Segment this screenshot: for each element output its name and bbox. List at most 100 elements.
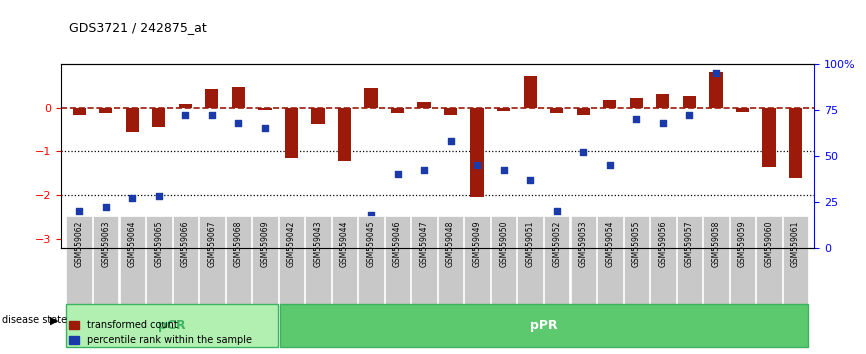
FancyBboxPatch shape [146, 216, 171, 304]
Text: GSM559065: GSM559065 [154, 220, 164, 267]
Text: GSM559042: GSM559042 [287, 220, 296, 267]
Bar [365, 88, 378, 108]
FancyBboxPatch shape [332, 216, 357, 304]
Text: GSM559050: GSM559050 [499, 220, 508, 267]
Bar [126, 108, 139, 132]
Text: GSM559066: GSM559066 [181, 220, 190, 267]
FancyBboxPatch shape [624, 216, 649, 304]
Text: ▶: ▶ [50, 315, 59, 325]
Bar [258, 108, 272, 110]
Point [152, 193, 165, 199]
FancyBboxPatch shape [518, 216, 543, 304]
Bar [205, 89, 218, 108]
Bar [577, 108, 590, 115]
FancyBboxPatch shape [703, 216, 728, 304]
Bar [497, 108, 510, 111]
FancyBboxPatch shape [571, 216, 596, 304]
Point [603, 162, 617, 168]
Bar [630, 98, 643, 108]
Point [682, 113, 696, 118]
Text: GSM559069: GSM559069 [261, 220, 269, 267]
Text: pPR: pPR [530, 319, 557, 332]
FancyBboxPatch shape [385, 216, 410, 304]
Bar [682, 96, 696, 108]
FancyBboxPatch shape [783, 216, 808, 304]
Bar [709, 72, 722, 108]
Bar [311, 108, 325, 124]
Bar [470, 108, 484, 198]
Bar [550, 108, 564, 113]
Point [72, 208, 86, 214]
Bar [338, 108, 351, 161]
Text: GSM559060: GSM559060 [765, 220, 773, 267]
Text: pCR: pCR [158, 319, 186, 332]
Point [709, 70, 723, 76]
FancyBboxPatch shape [67, 216, 92, 304]
FancyBboxPatch shape [359, 216, 384, 304]
Bar [736, 108, 749, 112]
FancyBboxPatch shape [172, 216, 198, 304]
Text: GSM559054: GSM559054 [605, 220, 614, 267]
FancyBboxPatch shape [279, 216, 304, 304]
FancyBboxPatch shape [491, 216, 516, 304]
FancyBboxPatch shape [597, 216, 623, 304]
Bar [99, 108, 113, 113]
Text: GSM559057: GSM559057 [685, 220, 694, 267]
Point [258, 125, 272, 131]
FancyBboxPatch shape [464, 216, 490, 304]
FancyBboxPatch shape [305, 216, 331, 304]
Text: GSM559058: GSM559058 [711, 220, 721, 267]
Text: GSM559048: GSM559048 [446, 220, 456, 267]
FancyBboxPatch shape [730, 216, 755, 304]
Text: GSM559052: GSM559052 [553, 220, 561, 267]
Point [735, 239, 749, 245]
Text: GSM559068: GSM559068 [234, 220, 242, 267]
Text: GSM559056: GSM559056 [658, 220, 668, 267]
Text: GSM559067: GSM559067 [207, 220, 216, 267]
Point [656, 120, 669, 125]
FancyBboxPatch shape [756, 216, 782, 304]
Text: GSM559055: GSM559055 [632, 220, 641, 267]
Point [205, 113, 219, 118]
Point [311, 223, 325, 229]
FancyBboxPatch shape [199, 216, 224, 304]
Bar [656, 93, 669, 108]
Text: GSM559047: GSM559047 [419, 220, 429, 267]
Text: GSM559059: GSM559059 [738, 220, 746, 267]
Text: GSM559044: GSM559044 [340, 220, 349, 267]
Point [789, 239, 803, 245]
Bar [444, 108, 457, 115]
FancyBboxPatch shape [438, 216, 463, 304]
Point [285, 245, 299, 251]
Point [178, 113, 192, 118]
Bar [285, 108, 298, 158]
Text: GSM559062: GSM559062 [74, 220, 84, 267]
Point [443, 138, 457, 144]
Point [762, 239, 776, 245]
Text: GDS3721 / 242875_at: GDS3721 / 242875_at [69, 21, 207, 34]
FancyBboxPatch shape [120, 216, 145, 304]
FancyBboxPatch shape [226, 216, 251, 304]
Point [630, 116, 643, 122]
Text: GSM559064: GSM559064 [128, 220, 137, 267]
Text: GSM559053: GSM559053 [578, 220, 588, 267]
FancyBboxPatch shape [280, 304, 808, 347]
FancyBboxPatch shape [650, 216, 675, 304]
Bar [178, 104, 192, 108]
Text: GSM559061: GSM559061 [791, 220, 800, 267]
Bar [391, 108, 404, 113]
Text: GSM559063: GSM559063 [101, 220, 110, 267]
Point [417, 168, 431, 173]
FancyBboxPatch shape [544, 216, 570, 304]
Point [231, 120, 245, 125]
Text: GSM559046: GSM559046 [393, 220, 402, 267]
Point [497, 168, 511, 173]
Bar [789, 108, 802, 178]
Text: GSM559051: GSM559051 [526, 220, 534, 267]
Point [391, 171, 404, 177]
Text: GSM559045: GSM559045 [366, 220, 376, 267]
Point [364, 212, 378, 217]
Point [99, 205, 113, 210]
Point [126, 195, 139, 201]
Legend: transformed count, percentile rank within the sample: transformed count, percentile rank withi… [66, 316, 255, 349]
